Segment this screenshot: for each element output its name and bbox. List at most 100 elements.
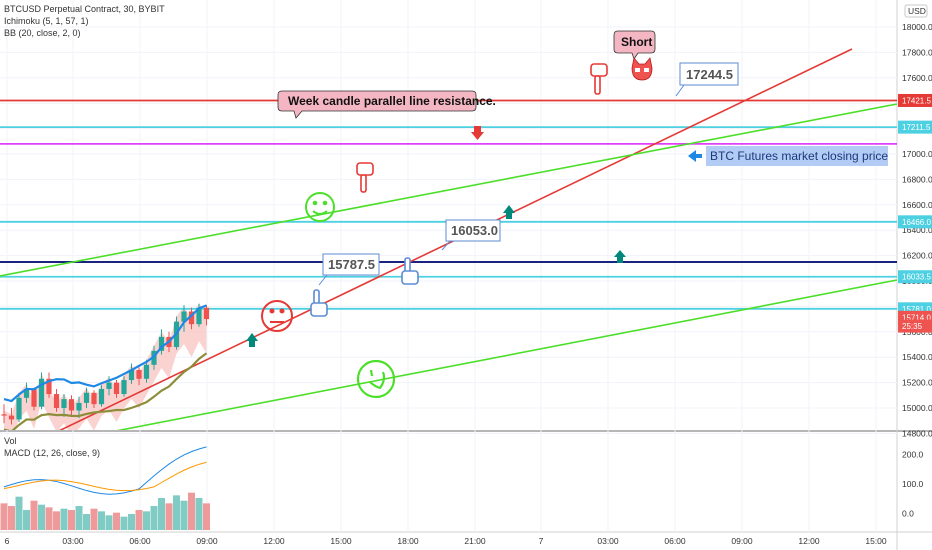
volume-bar[interactable] bbox=[53, 511, 60, 530]
volume-bar[interactable] bbox=[75, 506, 83, 530]
time-tick-label: 6 bbox=[5, 536, 10, 546]
candle-body[interactable] bbox=[203, 307, 210, 320]
macd-lines bbox=[3, 446, 207, 495]
candle-body[interactable] bbox=[158, 336, 165, 351]
grid bbox=[0, 0, 897, 532]
signal-line[interactable] bbox=[3, 461, 207, 492]
candle-body[interactable] bbox=[8, 415, 15, 420]
symbol-legend[interactable]: BTCUSD Perpetual Contract, 30, BYBIT bbox=[4, 4, 165, 14]
closing-price-note[interactable]: BTC Futures market closing price bbox=[688, 146, 888, 166]
volume-bar[interactable] bbox=[173, 495, 180, 530]
candle-body[interactable] bbox=[46, 378, 52, 395]
sad-face-icon bbox=[261, 300, 293, 332]
time-tick-label: 7 bbox=[539, 536, 544, 546]
ichimoku-legend[interactable]: Ichimoku (5, 1, 57, 1) bbox=[4, 16, 89, 26]
price-tick-label: 17800.0 bbox=[902, 47, 932, 57]
volume-bar[interactable] bbox=[8, 506, 15, 530]
candle-body[interactable] bbox=[113, 382, 120, 395]
resistance-note[interactable]: Week candle parallel line resistance. bbox=[277, 90, 496, 119]
time-tick-label: 12:00 bbox=[263, 536, 285, 546]
time-tick-label: 21:00 bbox=[464, 536, 486, 546]
volume-bar[interactable] bbox=[188, 492, 195, 530]
volume-bar[interactable] bbox=[150, 506, 158, 530]
price-tick-label: 16400.0 bbox=[902, 225, 932, 235]
candle-body[interactable] bbox=[143, 364, 150, 379]
volume-bar[interactable] bbox=[113, 512, 120, 530]
candle-body[interactable] bbox=[68, 399, 75, 411]
candle-body[interactable] bbox=[53, 394, 60, 408]
price-tick-label: 16800.0 bbox=[902, 174, 932, 184]
arrow-down-icon bbox=[471, 126, 484, 140]
price-tag-label: 16033.5 bbox=[902, 273, 931, 282]
baseline-line[interactable] bbox=[3, 352, 208, 431]
candle-body[interactable] bbox=[76, 402, 82, 411]
happy-face-icon bbox=[305, 192, 335, 222]
green-lower-channel-line[interactable] bbox=[90, 279, 897, 436]
candle-body[interactable] bbox=[31, 388, 37, 407]
volume-bar[interactable] bbox=[60, 508, 68, 530]
candle-body[interactable] bbox=[61, 399, 67, 408]
macd-line[interactable] bbox=[3, 446, 207, 495]
volume-bar[interactable] bbox=[83, 514, 90, 530]
volume-bar[interactable] bbox=[45, 507, 53, 530]
trend-lines bbox=[0, 48, 897, 440]
candle-body[interactable] bbox=[91, 392, 97, 405]
volume-bar[interactable] bbox=[195, 498, 203, 530]
candle-body[interactable] bbox=[136, 369, 142, 379]
volume-bar[interactable] bbox=[68, 510, 75, 530]
candle-body[interactable] bbox=[106, 382, 112, 389]
short-note-text: Short bbox=[621, 35, 652, 49]
price-axis[interactable]: 18000.017800.017600.017400.017200.017000… bbox=[902, 22, 932, 438]
volume-bar[interactable] bbox=[128, 514, 135, 530]
bb-legend[interactable]: BB (20, close, 2, 0) bbox=[4, 28, 81, 38]
volume-bar[interactable] bbox=[135, 510, 143, 530]
volume-bar[interactable] bbox=[158, 498, 165, 530]
candle-body[interactable] bbox=[188, 311, 195, 325]
candle-body[interactable] bbox=[98, 388, 105, 405]
red-trend-line[interactable] bbox=[40, 48, 853, 440]
volume-bar[interactable] bbox=[90, 508, 98, 530]
candle-body[interactable] bbox=[121, 380, 127, 395]
short-note[interactable]: Short bbox=[613, 30, 656, 60]
candle-body[interactable] bbox=[38, 378, 45, 407]
price-tag bbox=[898, 270, 932, 284]
volume-bar[interactable] bbox=[203, 503, 210, 530]
price-callout-15787[interactable]: 15787.5 bbox=[318, 253, 380, 286]
closing-price-note-text: BTC Futures market closing price bbox=[710, 149, 888, 163]
candle-body[interactable] bbox=[181, 311, 187, 322]
volume-bar[interactable] bbox=[0, 503, 8, 530]
vol-legend[interactable]: Vol bbox=[4, 436, 17, 446]
volume-bar[interactable] bbox=[165, 503, 173, 530]
macd-legend[interactable]: MACD (12, 26, close, 9) bbox=[4, 448, 100, 458]
volume-bar[interactable] bbox=[23, 510, 30, 530]
candle-body[interactable] bbox=[23, 388, 30, 398]
time-axis[interactable]: 6 03:00 06:00 09:00 12:00 15:00 18:00 21:00 7 03:… bbox=[5, 536, 887, 546]
candle-body[interactable] bbox=[196, 307, 202, 325]
bb-upper-line[interactable] bbox=[3, 304, 207, 403]
time-tick-label: 03:00 bbox=[597, 536, 619, 546]
volume-bar[interactable] bbox=[30, 500, 38, 530]
volume-bar[interactable] bbox=[38, 504, 45, 530]
volume-bar[interactable] bbox=[98, 511, 105, 530]
candle-body[interactable] bbox=[16, 397, 22, 420]
price-tag-label: 15714.0 bbox=[902, 313, 931, 322]
price-tag-label: 25:35 bbox=[902, 322, 923, 331]
candle-body[interactable] bbox=[83, 392, 90, 403]
volume-bars bbox=[0, 492, 210, 530]
volume-bar[interactable] bbox=[105, 515, 113, 530]
price-callout-17244[interactable]: 17244.5 bbox=[675, 62, 739, 97]
price-callout-17244-text: 17244.5 bbox=[686, 67, 733, 82]
resistance-note-text: Week candle parallel line resistance. bbox=[288, 94, 496, 108]
price-callout-16053[interactable]: 16053.0 bbox=[441, 219, 501, 251]
volume-bar[interactable] bbox=[143, 511, 150, 530]
volume-bar[interactable] bbox=[15, 496, 23, 530]
currency-badge[interactable]: USD bbox=[904, 4, 928, 18]
volume-bar[interactable] bbox=[120, 516, 128, 530]
overlay-indicators bbox=[3, 304, 208, 431]
main-pane[interactable] bbox=[0, 0, 897, 430]
green-upper-channel-line[interactable] bbox=[0, 103, 897, 277]
candle-body[interactable] bbox=[1, 414, 7, 416]
volume-bar[interactable] bbox=[180, 500, 188, 530]
candle-body[interactable] bbox=[128, 369, 135, 381]
